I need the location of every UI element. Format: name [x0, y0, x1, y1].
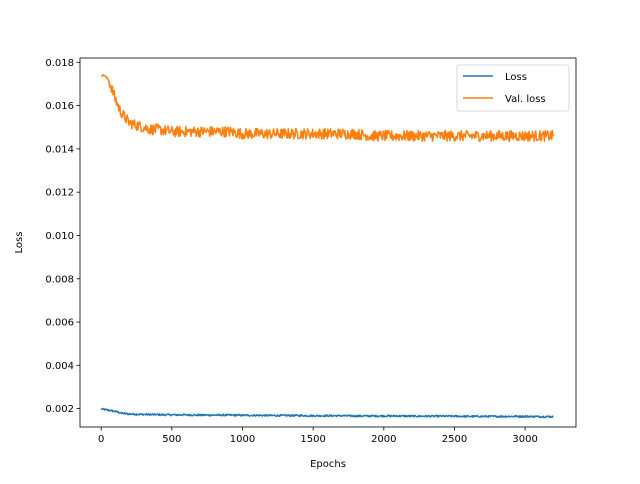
x-tick-label: 500	[162, 434, 181, 445]
x-tick-label: 2500	[442, 434, 467, 445]
x-tick-label: 3000	[512, 434, 537, 445]
y-axis-ticks: 0.002 0.004 0.006 0.008 0.010 0.012 0.014 0.016…	[45, 58, 80, 415]
y-tick-label: 0.008	[45, 274, 74, 285]
series-line-loss	[100, 407, 554, 419]
legend-val-loss-label: Val. loss	[505, 94, 546, 105]
legend-loss-label: Loss	[505, 72, 527, 83]
plot-frame	[79, 57, 577, 428]
series-line-val-loss	[100, 73, 555, 143]
y-axis-label: Loss	[14, 232, 25, 254]
y-tick-label: 0.004	[45, 361, 74, 372]
plot-lines	[100, 73, 555, 419]
x-axis-label: Epochs	[310, 459, 346, 470]
x-tick-label: 1500	[300, 434, 325, 445]
y-tick-label: 0.014	[45, 144, 74, 155]
y-tick-label: 0.002	[45, 404, 74, 415]
legend: Loss Val. loss	[456, 64, 570, 112]
y-tick-label: 0.010	[45, 231, 74, 242]
x-tick-label: 0	[98, 434, 104, 445]
x-tick-label: 2000	[371, 434, 396, 445]
y-tick-label: 0.016	[45, 101, 74, 112]
y-tick-label: 0.006	[45, 318, 74, 329]
x-tick-label: 1000	[230, 434, 255, 445]
y-tick-label: 0.012	[45, 188, 74, 199]
x-axis-ticks: 0 500 1000 1500 2000 2500 3000	[98, 427, 538, 445]
y-tick-label: 0.018	[45, 58, 74, 69]
